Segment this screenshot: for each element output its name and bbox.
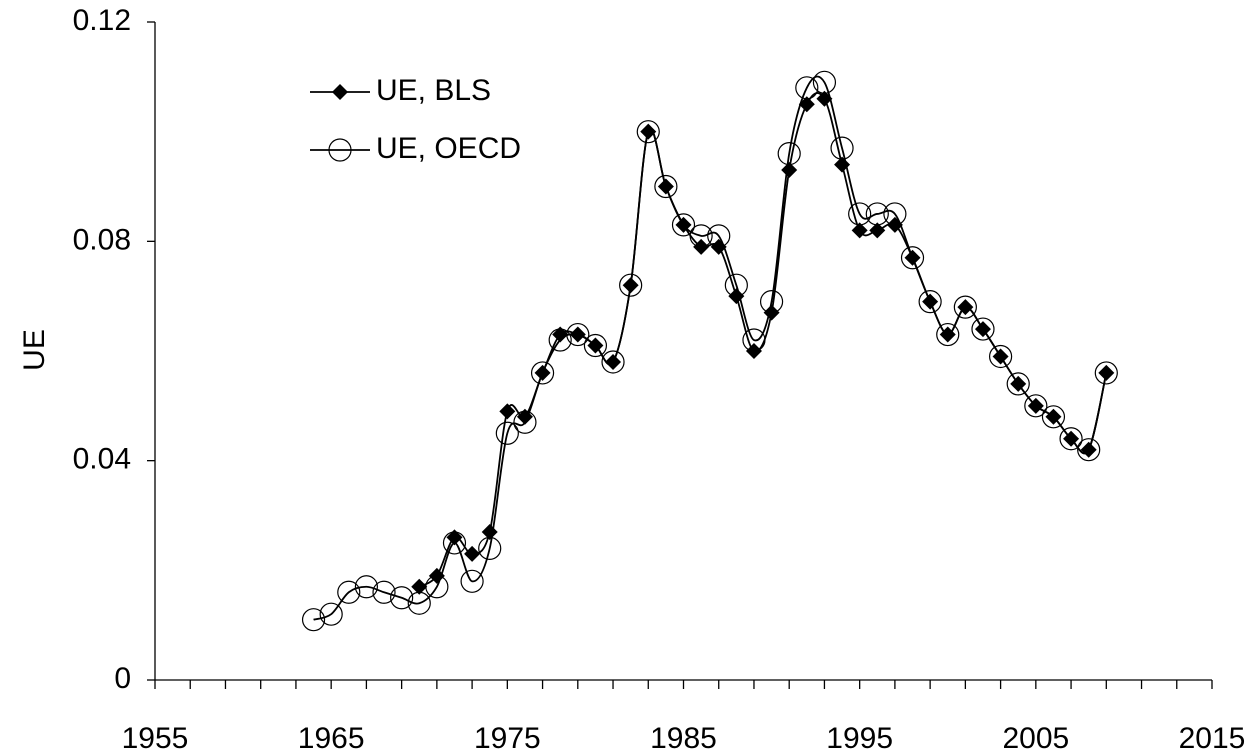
data-point	[816, 90, 833, 107]
data-point	[622, 277, 639, 294]
data-point	[499, 403, 516, 420]
data-point	[936, 322, 960, 347]
data-point	[605, 353, 622, 370]
legend-label: UE, OECD	[376, 132, 521, 165]
data-point	[319, 602, 343, 626]
data-point	[693, 238, 710, 255]
data-point	[460, 569, 484, 593]
data-point	[636, 120, 660, 144]
data-point	[745, 343, 762, 359]
x-tick-label: 1975	[474, 722, 541, 755]
data-point	[886, 216, 903, 233]
legend-label: UE, BLS	[376, 74, 491, 107]
data-point	[428, 567, 445, 584]
data-point	[728, 288, 745, 305]
data-point	[851, 222, 868, 239]
legend-marker	[332, 84, 348, 100]
data-point	[953, 295, 977, 319]
data-point	[971, 317, 995, 341]
data-point	[974, 321, 991, 338]
data-point	[869, 222, 886, 239]
data-point	[337, 580, 361, 604]
data-point	[516, 408, 533, 425]
data-point	[301, 608, 326, 632]
data-point	[781, 162, 798, 179]
data-point	[481, 523, 498, 540]
legend-marker	[328, 138, 352, 162]
data-point	[1006, 372, 1030, 396]
y-tick-label: 0.12	[73, 4, 131, 37]
data-point	[619, 273, 643, 297]
data-point	[675, 216, 692, 233]
data-point	[530, 361, 555, 385]
data-point	[372, 580, 396, 604]
data-point	[587, 337, 604, 354]
data-point	[446, 529, 463, 546]
data-point	[1045, 408, 1062, 425]
data-point	[939, 326, 956, 343]
data-point	[988, 344, 1013, 369]
data-point	[904, 249, 921, 266]
y-tick-label: 0.04	[73, 443, 131, 476]
data-point	[495, 421, 519, 445]
data-point	[354, 575, 378, 599]
data-point	[798, 96, 815, 113]
data-point	[671, 213, 696, 237]
y-tick-label: 0.08	[73, 223, 131, 256]
data-point	[1041, 405, 1066, 429]
y-axis-label: UE	[18, 329, 51, 371]
data-point	[1027, 397, 1044, 414]
series-line	[418, 92, 1108, 588]
data-point	[1024, 394, 1048, 418]
data-point	[601, 350, 625, 374]
data-point	[834, 156, 851, 173]
data-point	[654, 174, 678, 199]
data-point	[1098, 364, 1115, 381]
data-point	[1063, 430, 1080, 447]
data-point	[1080, 441, 1097, 458]
data-point	[957, 299, 974, 316]
data-point	[411, 578, 428, 595]
data-point	[763, 304, 780, 321]
data-point	[464, 545, 481, 562]
data-point	[640, 123, 657, 140]
data-point	[1059, 427, 1083, 451]
x-tick-label: 1995	[826, 722, 893, 755]
data-point	[390, 586, 414, 610]
x-tick-label: 2015	[1179, 722, 1246, 755]
x-tick-label: 2005	[1002, 722, 1069, 755]
data-point	[918, 290, 942, 314]
data-point	[1094, 361, 1118, 385]
data-point	[583, 333, 608, 358]
x-tick-label: 1955	[122, 722, 189, 755]
y-tick-label: 0	[114, 662, 131, 695]
data-point	[569, 326, 586, 343]
data-point	[552, 326, 569, 343]
data-point	[900, 246, 925, 270]
data-point	[922, 293, 939, 310]
data-point	[534, 364, 551, 381]
data-point	[1077, 438, 1101, 462]
x-tick-label: 1985	[650, 722, 717, 755]
data-point	[710, 238, 727, 255]
data-point	[992, 348, 1009, 365]
data-point	[1010, 375, 1027, 392]
x-tick-label: 1965	[298, 722, 365, 755]
data-point	[657, 178, 674, 195]
